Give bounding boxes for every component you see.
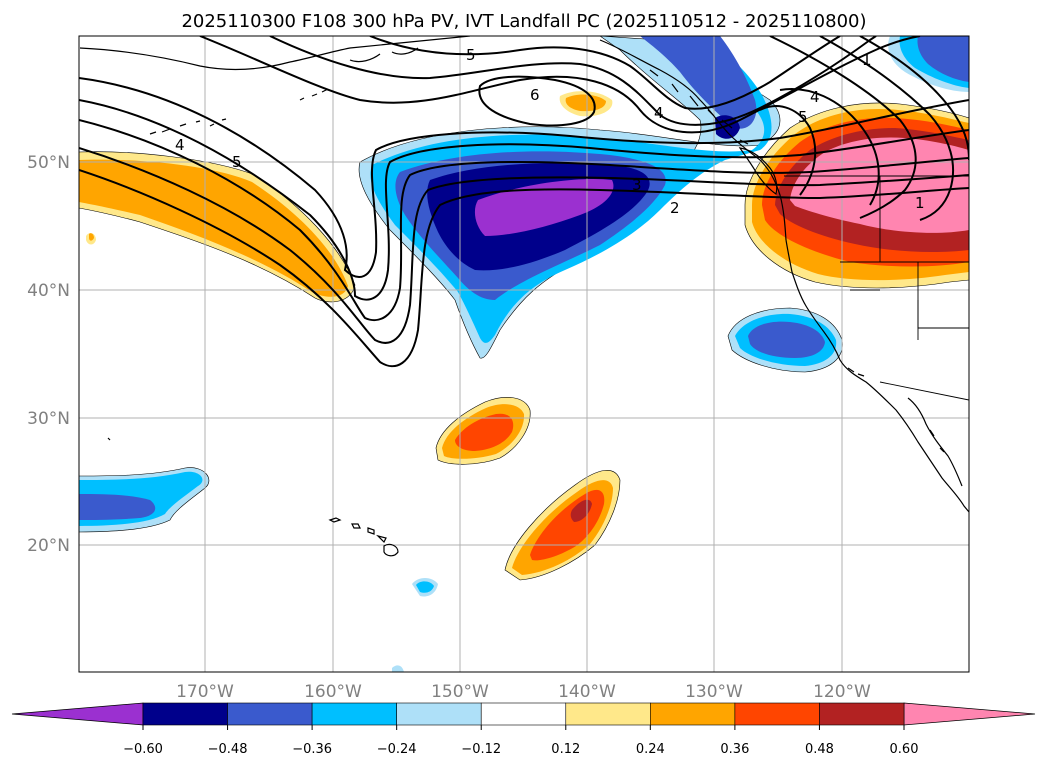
colorbar-tick-label: −0.36 bbox=[292, 742, 332, 757]
contour-labels: 1 1 2 3 4 4 4 5 5 5 6 bbox=[175, 46, 925, 217]
colorbar-tick-label: 0.48 bbox=[805, 742, 834, 757]
contour-label: 4 bbox=[654, 104, 664, 122]
lat-label: 30°N bbox=[27, 409, 70, 429]
colorbar-segment bbox=[819, 702, 905, 726]
colorbar-segment bbox=[311, 702, 397, 726]
colorbar-tick-label: −0.24 bbox=[377, 742, 417, 757]
contour-label: 3 bbox=[632, 176, 642, 194]
contour-label: 1 bbox=[915, 194, 925, 212]
lat-label: 20°N bbox=[27, 536, 70, 556]
contour-label: 6 bbox=[530, 86, 540, 104]
graticule bbox=[79, 36, 969, 672]
map-area: 1 1 2 3 4 4 4 5 5 5 6 bbox=[79, 36, 969, 672]
colorbar-low-extension bbox=[11, 702, 144, 726]
latitude-labels: 50°N 40°N 30°N 20°N bbox=[27, 153, 70, 556]
contour-label: 4 bbox=[810, 88, 820, 106]
colorbar-segment bbox=[480, 702, 567, 726]
colorbar: −0.60 −0.48 −0.36 −0.24 −0.12 0.12 0.24 0.36 0.4… bbox=[11, 702, 1036, 757]
lat-label: 50°N bbox=[27, 153, 70, 173]
colorbar-segment bbox=[142, 702, 228, 726]
colorbar-tick-label: −0.48 bbox=[208, 742, 248, 757]
colorbar-segment bbox=[227, 702, 313, 726]
contour-label: 1 bbox=[862, 51, 872, 69]
map-frame bbox=[78, 35, 970, 673]
lon-label: 130°W bbox=[685, 682, 743, 702]
political-borders bbox=[784, 175, 969, 401]
colorbar-high-extension bbox=[903, 702, 1036, 726]
colorbar-tick-label: −0.60 bbox=[123, 742, 163, 757]
lon-label: 150°W bbox=[431, 682, 489, 702]
map-title: 2025110300 F108 300 hPa PV, IVT Landfall… bbox=[181, 11, 866, 32]
colorbar-tick-label: −0.12 bbox=[461, 742, 501, 757]
lat-label: 40°N bbox=[27, 281, 70, 301]
colorbar-segment bbox=[396, 702, 482, 726]
shade-california-negative bbox=[727, 307, 843, 373]
lon-label: 140°W bbox=[558, 682, 616, 702]
colorbar-tick-label: 0.12 bbox=[551, 742, 580, 757]
lon-label: 170°W bbox=[176, 682, 234, 702]
colorbar-tick-label: 0.24 bbox=[636, 742, 665, 757]
colorbar-tick-label: 0.60 bbox=[890, 742, 919, 757]
longitude-labels: 170°W 160°W 150°W 140°W 130°W 120°W bbox=[176, 682, 871, 702]
lon-label: 160°W bbox=[304, 682, 362, 702]
colorbar-segment bbox=[650, 702, 736, 726]
contour-label: 5 bbox=[798, 108, 808, 126]
pv-contours bbox=[79, 36, 969, 368]
contour-label: 5 bbox=[232, 153, 242, 171]
shade-subtropical-negative bbox=[79, 467, 438, 672]
contour-label: 2 bbox=[670, 199, 680, 217]
contour-label: 5 bbox=[466, 46, 476, 64]
colorbar-segment bbox=[565, 702, 651, 726]
contour-label: 4 bbox=[175, 136, 185, 154]
lon-label: 120°W bbox=[813, 682, 871, 702]
colorbar-segment bbox=[734, 702, 820, 726]
colorbar-tick-label: 0.36 bbox=[720, 742, 749, 757]
shade-ne-corner bbox=[888, 36, 969, 92]
